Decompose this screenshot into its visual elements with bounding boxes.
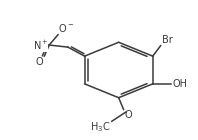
Text: Br: Br <box>162 35 172 45</box>
Text: OH: OH <box>172 79 187 89</box>
Text: N$^+$: N$^+$ <box>33 38 48 52</box>
Text: O$^-$: O$^-$ <box>58 22 75 34</box>
Text: O: O <box>125 110 132 120</box>
Text: O: O <box>36 57 43 67</box>
Text: H$_3$C: H$_3$C <box>90 121 111 134</box>
